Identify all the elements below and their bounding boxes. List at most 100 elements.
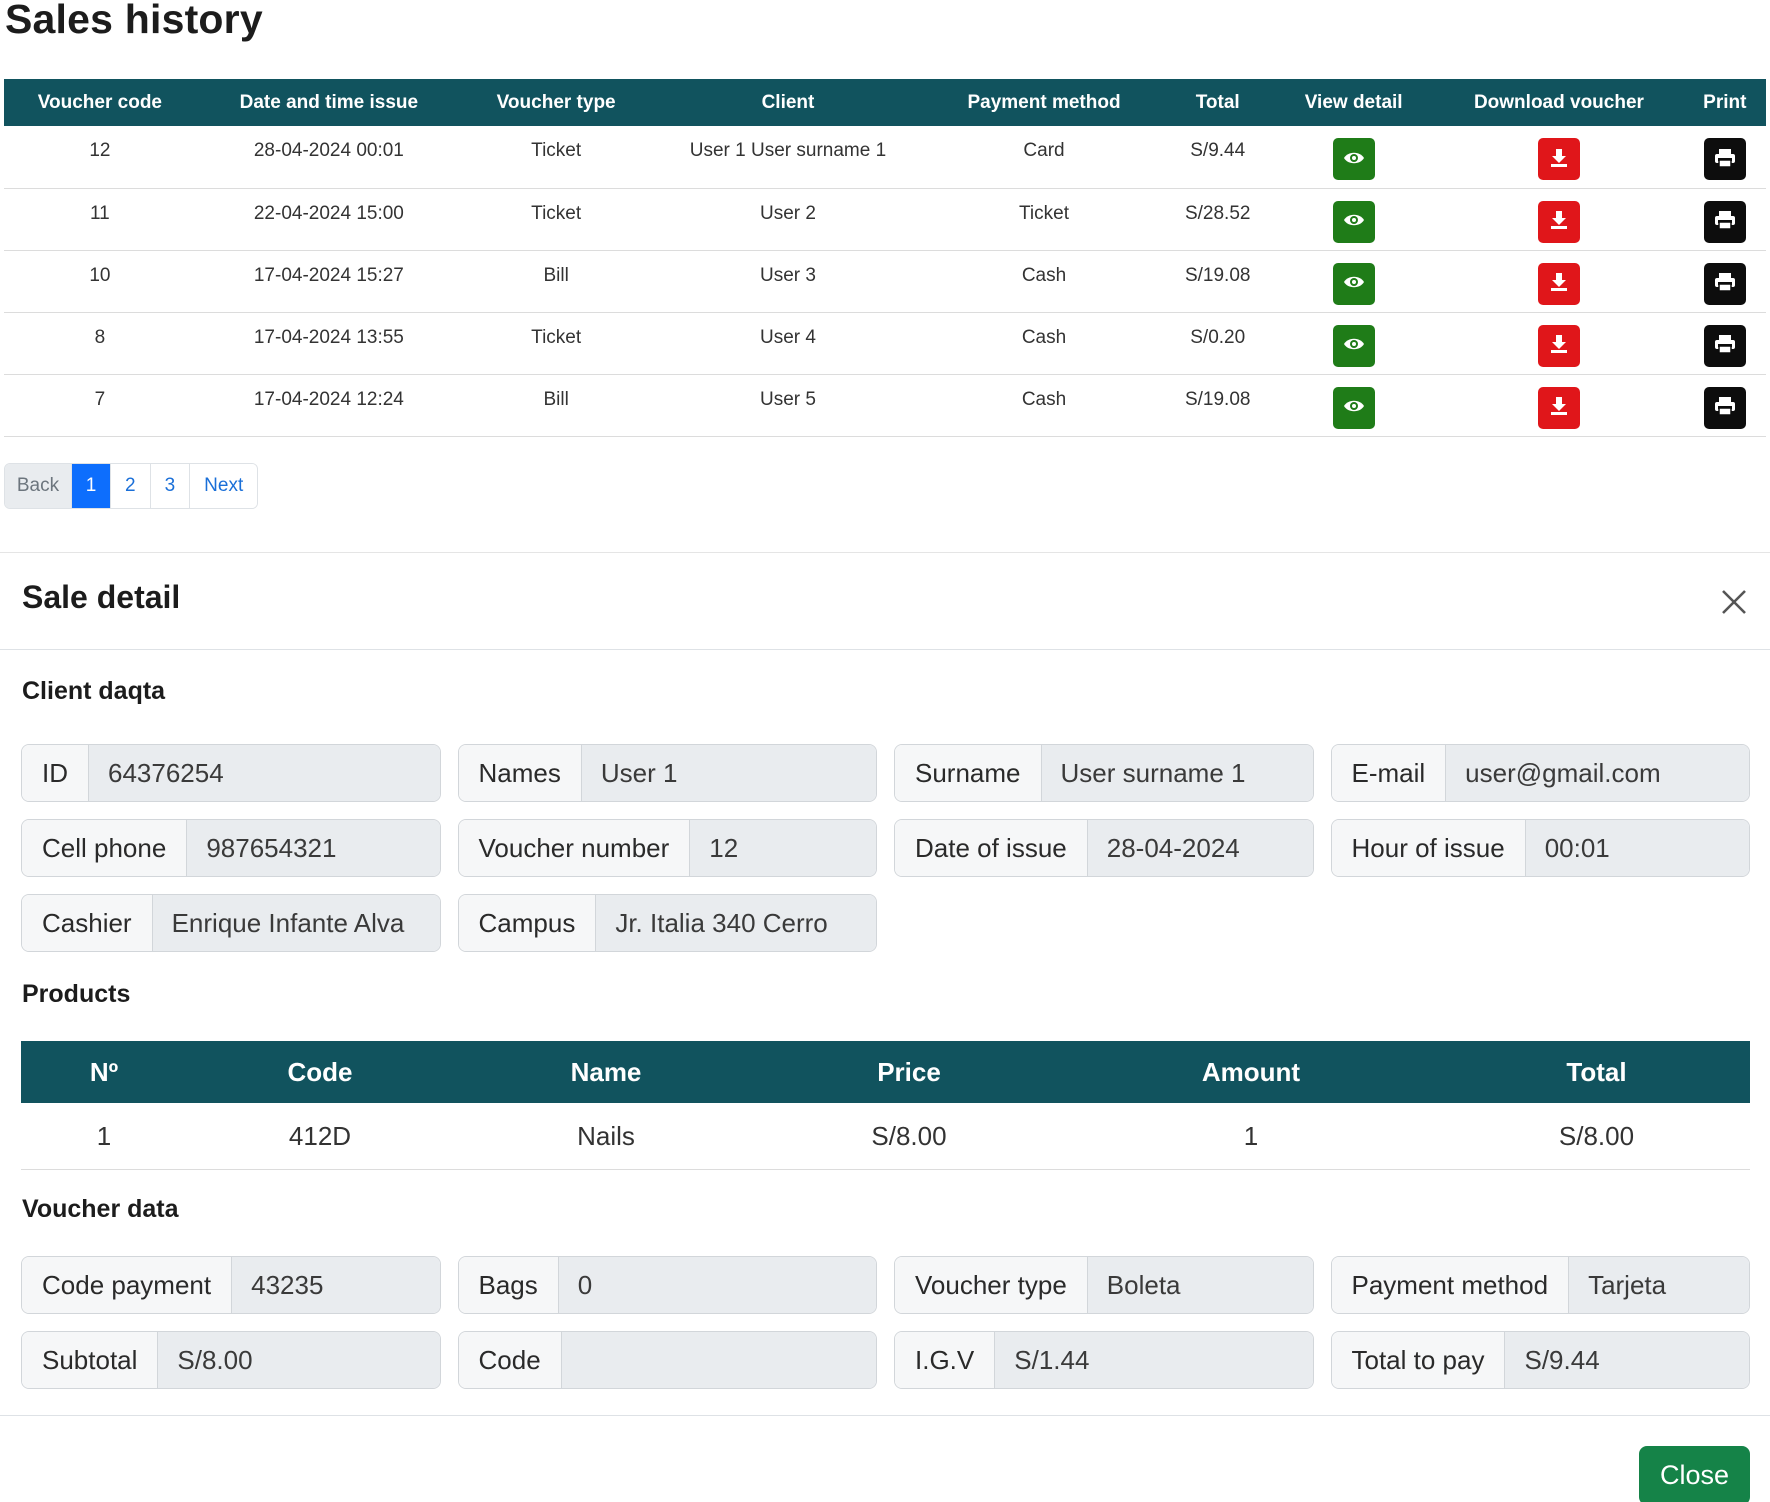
client-cell: User 2 [650,188,926,251]
download-voucher-button[interactable] [1537,138,1580,180]
products-section-title: Products [22,980,131,1008]
e-mail-input[interactable]: user@gmail.com [1446,745,1749,801]
table-row: 1 412D Nails S/8.00 1 S/8.00 [21,1103,1750,1170]
voucher-code-cell: 12 [4,126,196,189]
eye-icon [1343,337,1365,354]
product-number: 1 [21,1103,187,1170]
column-header: View detail [1273,79,1435,126]
modal-footer: Close [0,1415,1770,1502]
voucher-type-input[interactable]: Boleta [1087,1257,1313,1313]
hour-of-issue-input[interactable]: 00:01 [1525,820,1749,876]
close-button[interactable]: Close [1639,1446,1750,1502]
voucher-type-field: Voucher type Boleta [894,1256,1314,1314]
voucher-type-cell: Bill [461,374,651,437]
cell-phone-input[interactable]: 987654321 [187,820,440,876]
code-input[interactable] [561,1332,876,1388]
view-detail-cell [1273,250,1435,313]
download-voucher-button[interactable] [1537,200,1580,243]
datetime-cell: 17-04-2024 13:55 [195,312,462,375]
eye-icon [1343,275,1365,292]
total-cell: S/0.20 [1162,312,1273,375]
print-icon [1714,272,1736,295]
names-label: Names [458,745,582,801]
download-voucher-button[interactable] [1537,262,1580,305]
payment-method-cell: Ticket [925,188,1163,251]
column-header: Print [1683,79,1766,126]
cashier-field: Cashier Enrique Infante Alva [21,894,441,952]
eye-icon [1343,213,1365,230]
datetime-cell: 17-04-2024 12:24 [195,374,462,437]
e-mail-field: E-mail user@gmail.com [1330,744,1750,802]
total-to-pay-input[interactable]: S/9.44 [1505,1332,1749,1388]
print-button[interactable] [1703,386,1746,429]
bags-field: Bags 0 [457,1256,877,1314]
pagination-back[interactable]: Back [5,464,71,508]
view-detail-button[interactable] [1332,324,1375,367]
pagination-page-3[interactable]: 3 [149,464,190,508]
client-cell: User 5 [650,374,926,437]
print-button[interactable] [1703,262,1746,305]
names-input[interactable]: User 1 [581,745,876,801]
pagination-page-2[interactable]: 2 [110,464,150,508]
view-detail-button[interactable] [1332,262,1375,305]
code-label: Code [458,1332,562,1388]
download-voucher-cell [1434,312,1684,375]
download-voucher-button[interactable] [1537,324,1580,367]
id-input[interactable]: 64376254 [89,745,440,801]
date-of-issue-input[interactable]: 28-04-2024 [1087,820,1313,876]
bags-input[interactable]: 0 [558,1257,876,1313]
view-detail-button[interactable] [1332,386,1375,429]
pagination-page-1[interactable]: 1 [71,464,110,508]
payment-method-cell: Cash [925,312,1163,375]
voucher-code-cell: 7 [4,374,196,437]
table-header-row: Voucher code Date and time issue Voucher… [4,79,1766,126]
column-header: Voucher type [461,79,651,126]
view-detail-cell [1273,126,1435,189]
eye-icon [1343,151,1365,168]
print-icon [1714,210,1736,233]
print-button[interactable] [1703,200,1746,243]
client-data-section-title: Client daqta [22,677,166,705]
cell-phone-field: Cell phone 987654321 [21,819,441,877]
view-detail-button[interactable] [1332,200,1375,243]
surname-input[interactable]: User surname 1 [1041,745,1313,801]
datetime-cell: 22-04-2024 15:00 [195,188,462,251]
e-mail-label: E-mail [1331,745,1447,801]
datetime-cell: 17-04-2024 15:27 [195,250,462,313]
close-icon[interactable] [1717,585,1751,619]
print-button[interactable] [1703,324,1746,367]
print-icon [1714,334,1736,357]
download-voucher-cell [1434,126,1684,189]
campus-input[interactable]: Jr. Italia 340 Cerro [596,895,876,951]
id-label: ID [22,745,89,801]
i-g-v-label: I.G.V [895,1332,996,1388]
print-button[interactable] [1703,138,1746,180]
sales-history-table: Voucher code Date and time issue Voucher… [4,79,1766,437]
code-payment-input[interactable]: 43235 [232,1257,440,1313]
subtotal-field: Subtotal S/8.00 [21,1331,441,1389]
download-icon [1550,148,1568,171]
payment-method-input[interactable]: Tarjeta [1569,1257,1749,1313]
view-detail-button[interactable] [1332,138,1375,180]
voucher-number-input[interactable]: 12 [690,820,876,876]
cell-phone-label: Cell phone [22,820,188,876]
cashier-input[interactable]: Enrique Infante Alva [152,895,440,951]
column-header: Total [1443,1041,1750,1103]
download-voucher-button[interactable] [1537,386,1580,429]
print-icon [1714,148,1736,171]
voucher-type-cell: Ticket [461,312,651,375]
column-header: Nº [21,1041,187,1103]
subtotal-input[interactable]: S/8.00 [158,1332,440,1388]
i-g-v-input[interactable]: S/1.44 [995,1332,1313,1388]
product-amount: 1 [1059,1103,1443,1170]
campus-label: Campus [458,895,597,951]
voucher-code-cell: 11 [4,188,196,251]
column-header: Amount [1059,1041,1443,1103]
eye-icon [1343,399,1365,416]
voucher-code-cell: 8 [4,312,196,375]
code-payment-field: Code payment 43235 [21,1256,441,1314]
i-g-v-field: I.G.V S/1.44 [894,1331,1314,1389]
client-cell: User 4 [650,312,926,375]
pagination-next[interactable]: Next [189,464,258,508]
id-field: ID 64376254 [21,744,441,802]
